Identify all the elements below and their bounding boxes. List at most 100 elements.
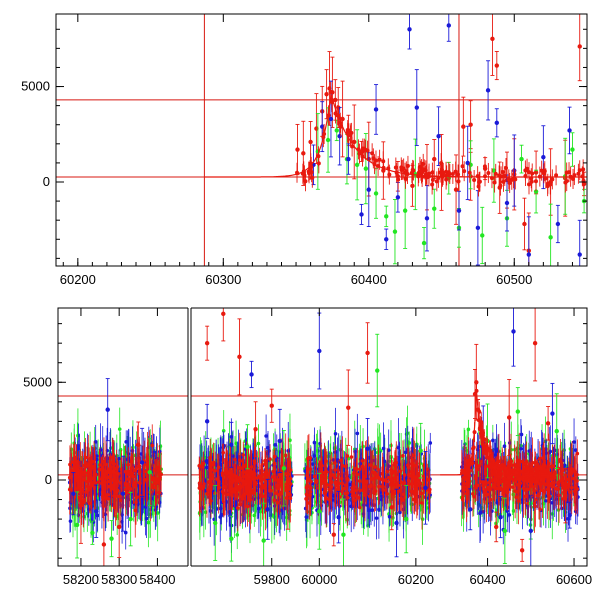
blue-data-point: [485, 88, 491, 93]
noise-point: [371, 476, 375, 481]
flare-data-point: [580, 174, 585, 179]
noise-point: [221, 450, 226, 455]
flare-data-point: [554, 173, 559, 178]
noise-point: [377, 507, 381, 512]
flare-data-point: [462, 169, 467, 174]
noise-point: [86, 463, 91, 467]
noise-point: [339, 458, 343, 462]
noise-point: [418, 481, 422, 485]
noise-point: [343, 464, 348, 469]
noise-point: [101, 495, 106, 500]
flare-data-point: [486, 170, 491, 175]
green-data-point: [363, 166, 369, 171]
noise-point: [415, 442, 419, 447]
noise-point: [104, 462, 108, 467]
noise-point: [329, 485, 333, 489]
flare-data-point: [377, 157, 382, 162]
flare-data-point: [581, 167, 586, 172]
noise-point: [354, 488, 359, 493]
flare-data-point: [453, 169, 458, 174]
noise-point: [256, 441, 261, 446]
noise-point: [268, 457, 272, 461]
flare-data-point: [307, 171, 312, 176]
green-data-point: [325, 137, 331, 143]
noise-point: [215, 477, 220, 481]
flare-data-point: [360, 146, 365, 151]
noise-point: [347, 456, 351, 461]
noise-point: [228, 510, 232, 514]
noise-point: [306, 483, 310, 488]
noise-point: [288, 482, 293, 486]
blue-data-point: [424, 216, 430, 221]
red-data-point: [432, 156, 437, 162]
noise-point: [368, 484, 372, 489]
noise-point: [312, 454, 317, 458]
noise-point: [157, 490, 161, 495]
noise-point: [414, 479, 419, 483]
red-data-point: [490, 36, 495, 42]
noise-point: [228, 453, 233, 457]
blue-data-point: [384, 237, 389, 242]
noise-point: [336, 484, 340, 489]
flare-data-point: [541, 171, 546, 176]
noise-point: [134, 500, 138, 505]
noise-point: [81, 498, 86, 502]
blue-data-point: [567, 128, 572, 133]
noise-point: [392, 491, 396, 496]
noise-point: [240, 479, 245, 483]
flare-data-point: [450, 171, 455, 176]
noise-point: [264, 434, 268, 438]
noise-point: [319, 467, 324, 471]
x-tick-label: 60200: [60, 272, 96, 287]
noise-point: [308, 493, 312, 497]
flare-data-point: [399, 165, 404, 170]
noise-point: [197, 481, 202, 485]
noise-point: [93, 439, 98, 444]
noise-point: [387, 475, 391, 480]
blue-data-point: [504, 200, 510, 206]
noise-point: [381, 446, 386, 451]
noise-point: [331, 458, 336, 462]
flare-data-point: [545, 181, 550, 186]
green-data-point: [354, 162, 360, 168]
noise-point: [150, 443, 155, 448]
noise-point: [272, 461, 277, 466]
noise-point: [277, 492, 282, 497]
noise-point: [157, 467, 161, 472]
noise-point: [274, 491, 278, 495]
noise-point: [304, 515, 309, 519]
noise-point: [235, 478, 240, 483]
noise-point: [123, 470, 128, 474]
blue-data-point: [555, 221, 561, 227]
flare-data-point: [550, 177, 555, 182]
noise-point: [322, 470, 327, 475]
flare-data-point: [492, 180, 497, 185]
noise-point: [202, 482, 206, 486]
noise-point: [348, 482, 352, 487]
noise-point: [353, 498, 357, 502]
noise-point: [218, 458, 223, 462]
red-data-point: [522, 221, 527, 227]
blue-data-point: [366, 187, 371, 192]
noise-point: [333, 480, 338, 484]
noise-point: [113, 494, 118, 499]
blue-data-point: [436, 133, 441, 139]
flare-data-point: [387, 172, 392, 177]
noise-point: [155, 511, 160, 515]
noise-point: [390, 478, 394, 483]
noise-point: [367, 508, 372, 513]
noise-point: [420, 517, 425, 521]
blue-data-point: [346, 156, 351, 162]
blue-data-point: [475, 225, 481, 231]
flare-data-point: [416, 170, 421, 175]
noise-point: [269, 488, 273, 493]
noise-point: [350, 489, 355, 493]
noise-point: [272, 498, 277, 502]
blue-data-point: [541, 154, 546, 160]
red-data-point: [494, 63, 500, 68]
noise-point: [141, 469, 145, 474]
flare-data-point: [527, 170, 532, 175]
noise-point: [117, 456, 121, 461]
noise-point: [370, 508, 375, 512]
red-data-point: [453, 187, 459, 192]
